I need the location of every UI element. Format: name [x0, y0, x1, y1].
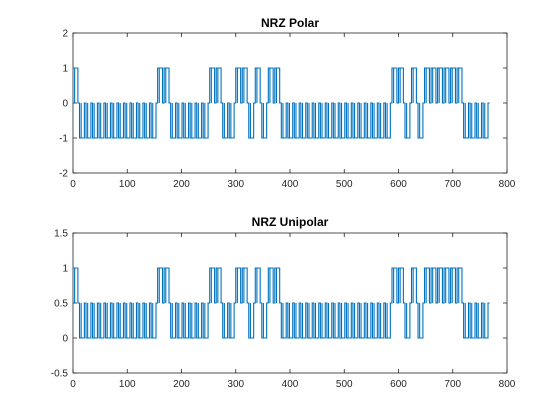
x-tick-label: 400	[282, 379, 299, 390]
x-tick-label: 200	[173, 179, 190, 190]
x-tick-label: 0	[70, 179, 76, 190]
x-tick-label: 500	[336, 179, 353, 190]
x-tick-label: 0	[70, 379, 76, 390]
y-tick-label: 0.5	[54, 299, 68, 310]
nrz-polar-ticks: 0 100 200 300 400 500 600 700 800 -2 -1 0 1 2	[59, 29, 516, 191]
y-tick-label: 1.5	[54, 229, 68, 240]
y-tick-label: 1	[62, 264, 68, 275]
nrz-polar-title: NRZ Polar	[261, 16, 319, 30]
y-tick-label: 2	[62, 29, 68, 40]
nrz-polar-plot: NRZ Polar 0 100 200 300 400 500 600 700 800-2-10…	[59, 16, 516, 190]
nrz-unipolar-ticks: 0 100 200 300 400 500 600 700 800-0.500.511.5	[51, 229, 516, 391]
y-tick-label: -0.5	[51, 369, 69, 380]
y-tick-label: -2	[59, 169, 68, 180]
x-tick-label: 800	[499, 379, 516, 390]
x-tick-label: 700	[444, 179, 461, 190]
x-tick-label: 100	[119, 179, 136, 190]
nrz-unipolar-title: NRZ Unipolar	[252, 215, 329, 229]
x-tick-label: 300	[227, 179, 244, 190]
y-tick-label: -1	[59, 134, 68, 145]
x-tick-label: 300	[227, 379, 244, 390]
y-tick-label: 1	[62, 64, 68, 75]
y-tick-label: 0	[62, 99, 68, 110]
x-tick-label: 500	[336, 379, 353, 390]
x-tick-label: 200	[173, 379, 190, 390]
x-tick-label: 700	[444, 379, 461, 390]
nrz-unipolar-plot: NRZ Unipolar 0 100 200 300 400 500 600 700 800 -0…	[51, 215, 516, 390]
y-tick-label: 0	[62, 334, 68, 345]
x-tick-label: 600	[390, 379, 407, 390]
nrz-unipolar-signal	[73, 267, 490, 339]
x-tick-label: 600	[390, 179, 407, 190]
nrz-polar-signal	[73, 67, 490, 139]
x-tick-label: 800	[499, 179, 516, 190]
x-tick-label: 400	[282, 179, 299, 190]
x-tick-label: 100	[119, 379, 136, 390]
